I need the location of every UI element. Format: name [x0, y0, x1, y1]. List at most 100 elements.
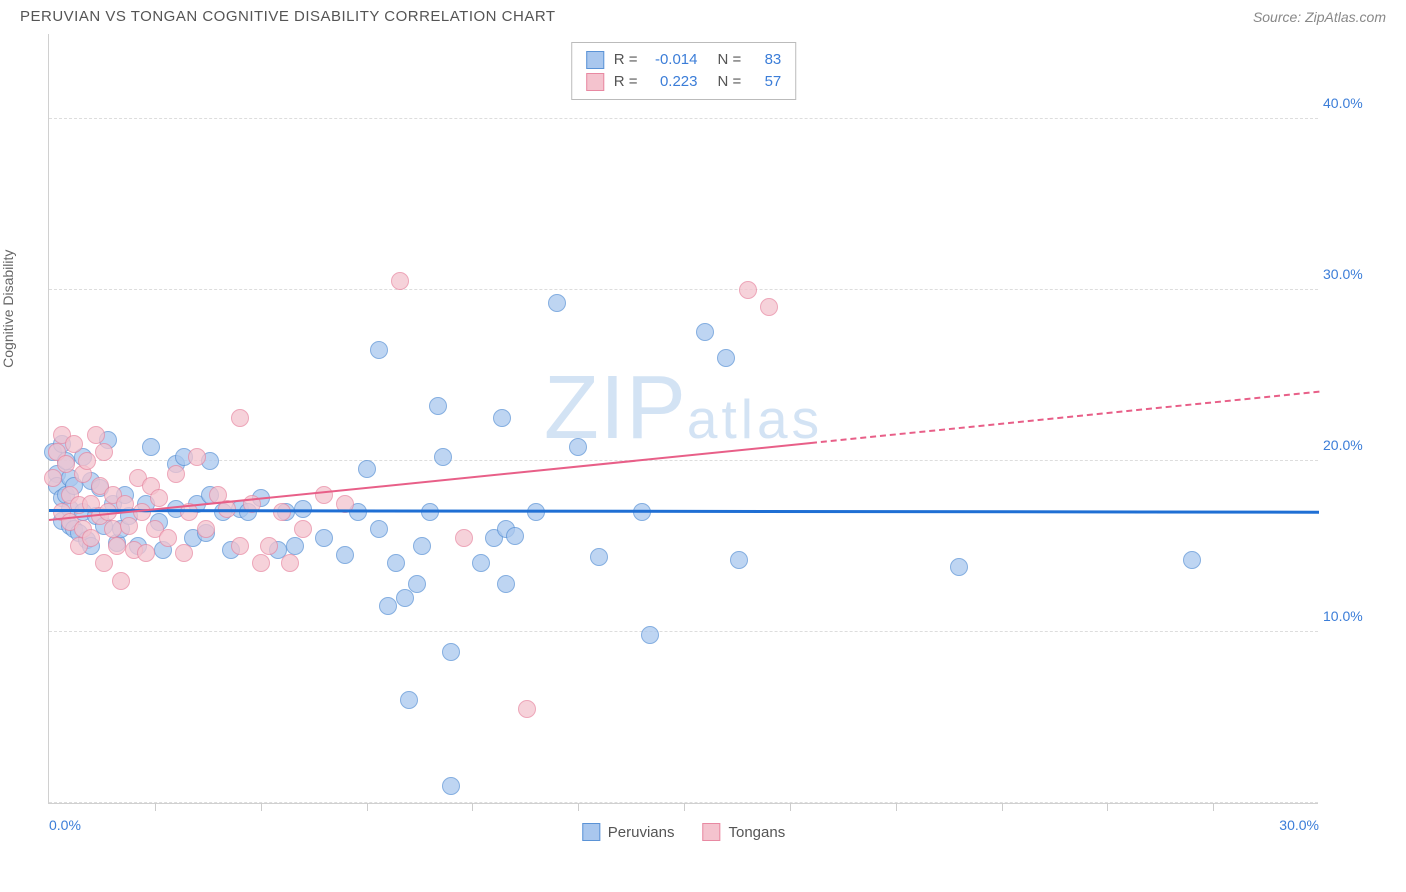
- scatter-point: [159, 529, 177, 547]
- x-tick: [472, 803, 473, 811]
- scatter-point: [717, 349, 735, 367]
- scatter-point: [167, 465, 185, 483]
- gridline: [49, 289, 1318, 290]
- gridline: [49, 631, 1318, 632]
- scatter-point: [175, 544, 193, 562]
- stat-r-value: -0.014: [648, 49, 698, 71]
- x-tick: [1107, 803, 1108, 811]
- scatter-point: [150, 489, 168, 507]
- scatter-point: [1183, 551, 1201, 569]
- scatter-point: [65, 435, 83, 453]
- x-tick: [684, 803, 685, 811]
- stats-row: R =-0.014N =83: [586, 49, 782, 71]
- legend-swatch: [586, 51, 604, 69]
- plot-area: ZIPatlas R =-0.014N =83R =0.223N =57 Per…: [48, 34, 1318, 804]
- source-label: Source: ZipAtlas.com: [1253, 9, 1386, 25]
- scatter-point: [197, 520, 215, 538]
- scatter-point: [413, 537, 431, 555]
- scatter-point: [87, 426, 105, 444]
- scatter-point: [408, 575, 426, 593]
- scatter-point: [739, 281, 757, 299]
- x-tick: [155, 803, 156, 811]
- scatter-point: [120, 517, 138, 535]
- legend-swatch: [702, 823, 720, 841]
- scatter-point: [112, 572, 130, 590]
- x-tick: [367, 803, 368, 811]
- x-tick: [578, 803, 579, 811]
- scatter-point: [78, 452, 96, 470]
- scatter-point: [548, 294, 566, 312]
- scatter-point: [231, 537, 249, 555]
- scatter-point: [358, 460, 376, 478]
- gridline: [49, 118, 1318, 119]
- scatter-point: [506, 527, 524, 545]
- scatter-point: [760, 298, 778, 316]
- scatter-point: [442, 643, 460, 661]
- x-tick: [1213, 803, 1214, 811]
- scatter-point: [396, 589, 414, 607]
- scatter-point: [260, 537, 278, 555]
- scatter-point: [370, 341, 388, 359]
- scatter-point: [379, 597, 397, 615]
- scatter-point: [281, 554, 299, 572]
- y-tick-label: 30.0%: [1323, 266, 1378, 282]
- legend-item: Tongans: [702, 823, 785, 841]
- stat-r-value: 0.223: [648, 71, 698, 93]
- stat-n-value: 83: [751, 49, 781, 71]
- scatter-point: [400, 691, 418, 709]
- scatter-point: [391, 272, 409, 290]
- stats-row: R = 0.223 N = 57: [586, 71, 782, 93]
- y-tick-label: 20.0%: [1323, 437, 1378, 453]
- chart-title: PERUVIAN VS TONGAN COGNITIVE DISABILITY …: [20, 8, 556, 25]
- scatter-point: [641, 626, 659, 644]
- scatter-point: [336, 546, 354, 564]
- scatter-point: [315, 529, 333, 547]
- scatter-point: [252, 554, 270, 572]
- chart-container: Cognitive Disability ZIPatlas R =-0.014N…: [18, 34, 1388, 804]
- y-tick-label: 10.0%: [1323, 608, 1378, 624]
- scatter-point: [82, 529, 100, 547]
- x-tick-label: 0.0%: [49, 817, 81, 833]
- x-tick: [1002, 803, 1003, 811]
- x-tick-label: 30.0%: [1279, 817, 1319, 833]
- legend-label: Tongans: [728, 824, 785, 841]
- scatter-point: [104, 520, 122, 538]
- scatter-point: [137, 544, 155, 562]
- scatter-point: [95, 554, 113, 572]
- scatter-point: [370, 520, 388, 538]
- scatter-point: [472, 554, 490, 572]
- scatter-point: [950, 558, 968, 576]
- trend-line: [811, 390, 1319, 443]
- y-tick-label: 40.0%: [1323, 95, 1378, 111]
- x-tick: [896, 803, 897, 811]
- scatter-point: [188, 448, 206, 466]
- legend-swatch: [586, 73, 604, 91]
- legend-swatch: [582, 823, 600, 841]
- stat-n-label: N =: [718, 71, 742, 93]
- stat-n-value: 57: [751, 71, 781, 93]
- stat-n-label: N =: [718, 49, 742, 71]
- scatter-point: [95, 443, 113, 461]
- legend-item: Peruvians: [582, 823, 675, 841]
- x-tick: [790, 803, 791, 811]
- scatter-point: [429, 397, 447, 415]
- scatter-point: [231, 409, 249, 427]
- scatter-point: [142, 438, 160, 456]
- scatter-point: [294, 520, 312, 538]
- scatter-point: [696, 323, 714, 341]
- legend-label: Peruvians: [608, 824, 675, 841]
- scatter-point: [730, 551, 748, 569]
- scatter-point: [518, 700, 536, 718]
- scatter-point: [590, 548, 608, 566]
- y-axis-label: Cognitive Disability: [0, 250, 16, 368]
- scatter-point: [442, 777, 460, 795]
- scatter-point: [387, 554, 405, 572]
- scatter-point: [455, 529, 473, 547]
- x-tick: [261, 803, 262, 811]
- scatter-point: [315, 486, 333, 504]
- stat-r-label: R =: [614, 71, 638, 93]
- scatter-point: [434, 448, 452, 466]
- scatter-point: [108, 537, 126, 555]
- scatter-point: [44, 469, 62, 487]
- gridline: [49, 460, 1318, 461]
